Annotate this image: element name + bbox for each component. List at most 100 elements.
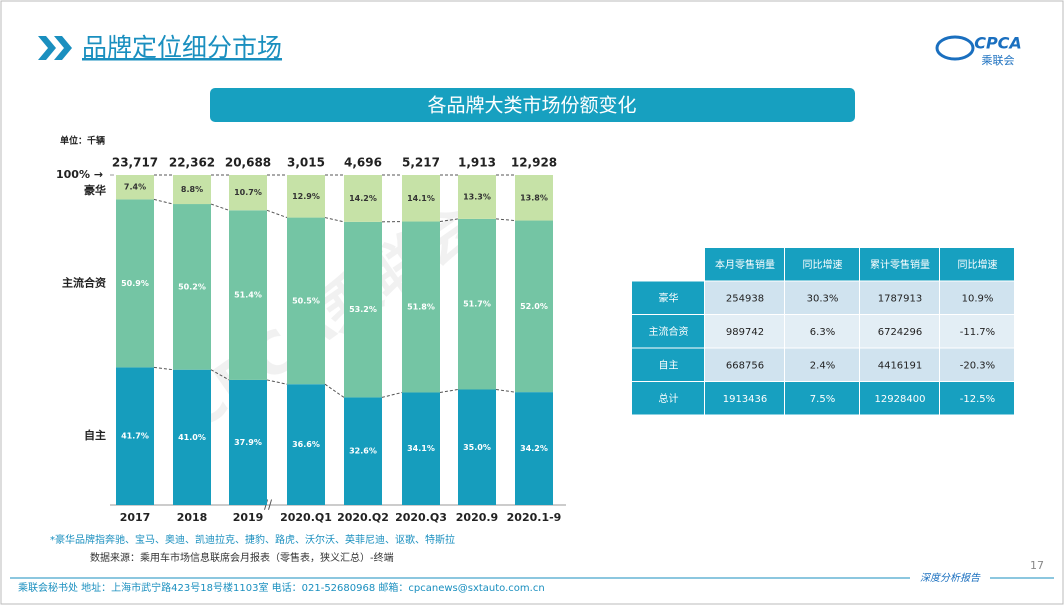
value-label: 35.0%	[463, 443, 491, 452]
value-label: 41.0%	[178, 433, 206, 442]
value-label: 34.2%	[520, 444, 548, 453]
table-header-cell	[705, 248, 784, 281]
connector	[210, 203, 230, 211]
bar-segment	[515, 392, 553, 505]
legend-label: 主流合资	[62, 275, 106, 289]
total-label: 4,696	[344, 156, 382, 170]
bar-segment	[402, 221, 440, 393]
value-label: 12.9%	[292, 192, 320, 201]
value-label: 32.6%	[349, 447, 377, 456]
chevrons	[38, 36, 72, 60]
bar-segment	[229, 379, 267, 505]
table-cell	[860, 382, 939, 415]
logo-sub: 乘联会	[982, 54, 1015, 67]
table-text: 主流合资	[649, 325, 689, 338]
note: *豪华品牌指奔驰、宝马、奥迪、凯迪拉克、捷豹、路虎、沃尔沃、英菲尼迪、讴歌、特斯…	[50, 533, 455, 546]
bar-segment	[515, 175, 553, 221]
table-header-cell	[860, 248, 939, 281]
total-label: 23,717	[112, 156, 158, 170]
table-text: 7.5%	[810, 394, 835, 405]
connector	[381, 391, 403, 398]
chart-title-bar	[210, 88, 855, 122]
bar-segment	[402, 175, 440, 222]
connector	[439, 218, 459, 223]
connector	[439, 389, 459, 393]
value-label: 51.7%	[463, 300, 491, 309]
table-cell	[860, 315, 939, 348]
page-number: 17	[1030, 559, 1044, 572]
total-label: 1,913	[458, 156, 496, 170]
value-label: 51.4%	[234, 291, 262, 300]
category-label: 2020.9	[456, 511, 498, 524]
table-corner	[632, 248, 705, 282]
table-text: -20.3%	[960, 360, 995, 371]
category-label: 2018	[177, 511, 208, 524]
value-label: 34.1%	[407, 444, 435, 453]
table-text: -11.7%	[960, 327, 995, 338]
bar-segment	[458, 175, 496, 219]
table-text: 1913436	[723, 394, 768, 405]
value-label: 51.8%	[407, 303, 435, 312]
value-label: 50.9%	[121, 279, 149, 288]
value-label: 36.6%	[292, 440, 320, 449]
connector	[495, 218, 516, 222]
table-text: -12.5%	[960, 394, 995, 405]
table-cell	[785, 281, 859, 314]
connector	[266, 379, 288, 385]
category-label: 2020.Q1	[280, 511, 332, 524]
table-cell	[705, 348, 784, 381]
table-text: 254938	[726, 293, 764, 304]
table-text: 6.3%	[810, 327, 835, 338]
table-cell	[705, 382, 784, 415]
table-text: 12928400	[875, 394, 926, 405]
table-text: 989742	[726, 327, 764, 338]
bar-segment	[458, 218, 496, 390]
table-cell	[940, 348, 1014, 381]
table-cell	[705, 315, 784, 348]
bar-segment	[287, 384, 325, 505]
table-header-cell	[940, 248, 1014, 281]
bar-segment	[116, 367, 154, 505]
table-header: 同比增速	[958, 258, 998, 271]
connector	[210, 369, 230, 381]
connector	[495, 389, 516, 393]
total-label: 22,362	[169, 156, 215, 170]
bar-segment	[229, 210, 267, 380]
category-label: 2020.Q3	[395, 511, 447, 524]
table-text: 豪华	[659, 291, 679, 304]
table-header: 累计零售销量	[870, 258, 930, 271]
table-cell	[632, 315, 704, 348]
value-label: 37.9%	[234, 438, 262, 447]
table-cell	[940, 382, 1014, 415]
table-header: 本月零售销量	[715, 258, 775, 271]
value-label: 10.7%	[234, 188, 262, 197]
value-label: 14.1%	[407, 194, 435, 203]
value-label: 50.5%	[292, 296, 320, 305]
total-label: 3,015	[287, 156, 325, 170]
bar-segment	[344, 397, 382, 505]
bar-segment	[173, 369, 211, 505]
connector	[153, 198, 174, 205]
table-text: 668756	[726, 360, 764, 371]
category-label: 2020.Q2	[337, 511, 389, 524]
footer-report: 深度分析报告	[920, 572, 981, 584]
table-cell	[860, 348, 939, 381]
table-cell	[632, 348, 704, 381]
table-text: 4416191	[878, 360, 923, 371]
footer-contact: 乘联会秘书处 地址：上海市武宁路423号18号楼1103室 电话：021-526…	[18, 581, 545, 594]
bar-segment	[229, 175, 267, 211]
connector	[266, 209, 288, 219]
unit-label: 单位：千辆	[60, 135, 105, 147]
value-label: 8.8%	[181, 185, 203, 194]
connector	[324, 383, 345, 398]
total-label: 5,217	[402, 156, 440, 170]
table-cell	[940, 281, 1014, 314]
value-label: 52.0%	[520, 302, 548, 311]
table-header-cell	[785, 248, 859, 281]
value-label: 7.4%	[124, 183, 146, 192]
category-label: 2019	[233, 511, 264, 524]
value-label: 13.8%	[520, 193, 548, 202]
bar-segment	[344, 175, 382, 222]
legend-label: 豪华	[84, 183, 106, 197]
